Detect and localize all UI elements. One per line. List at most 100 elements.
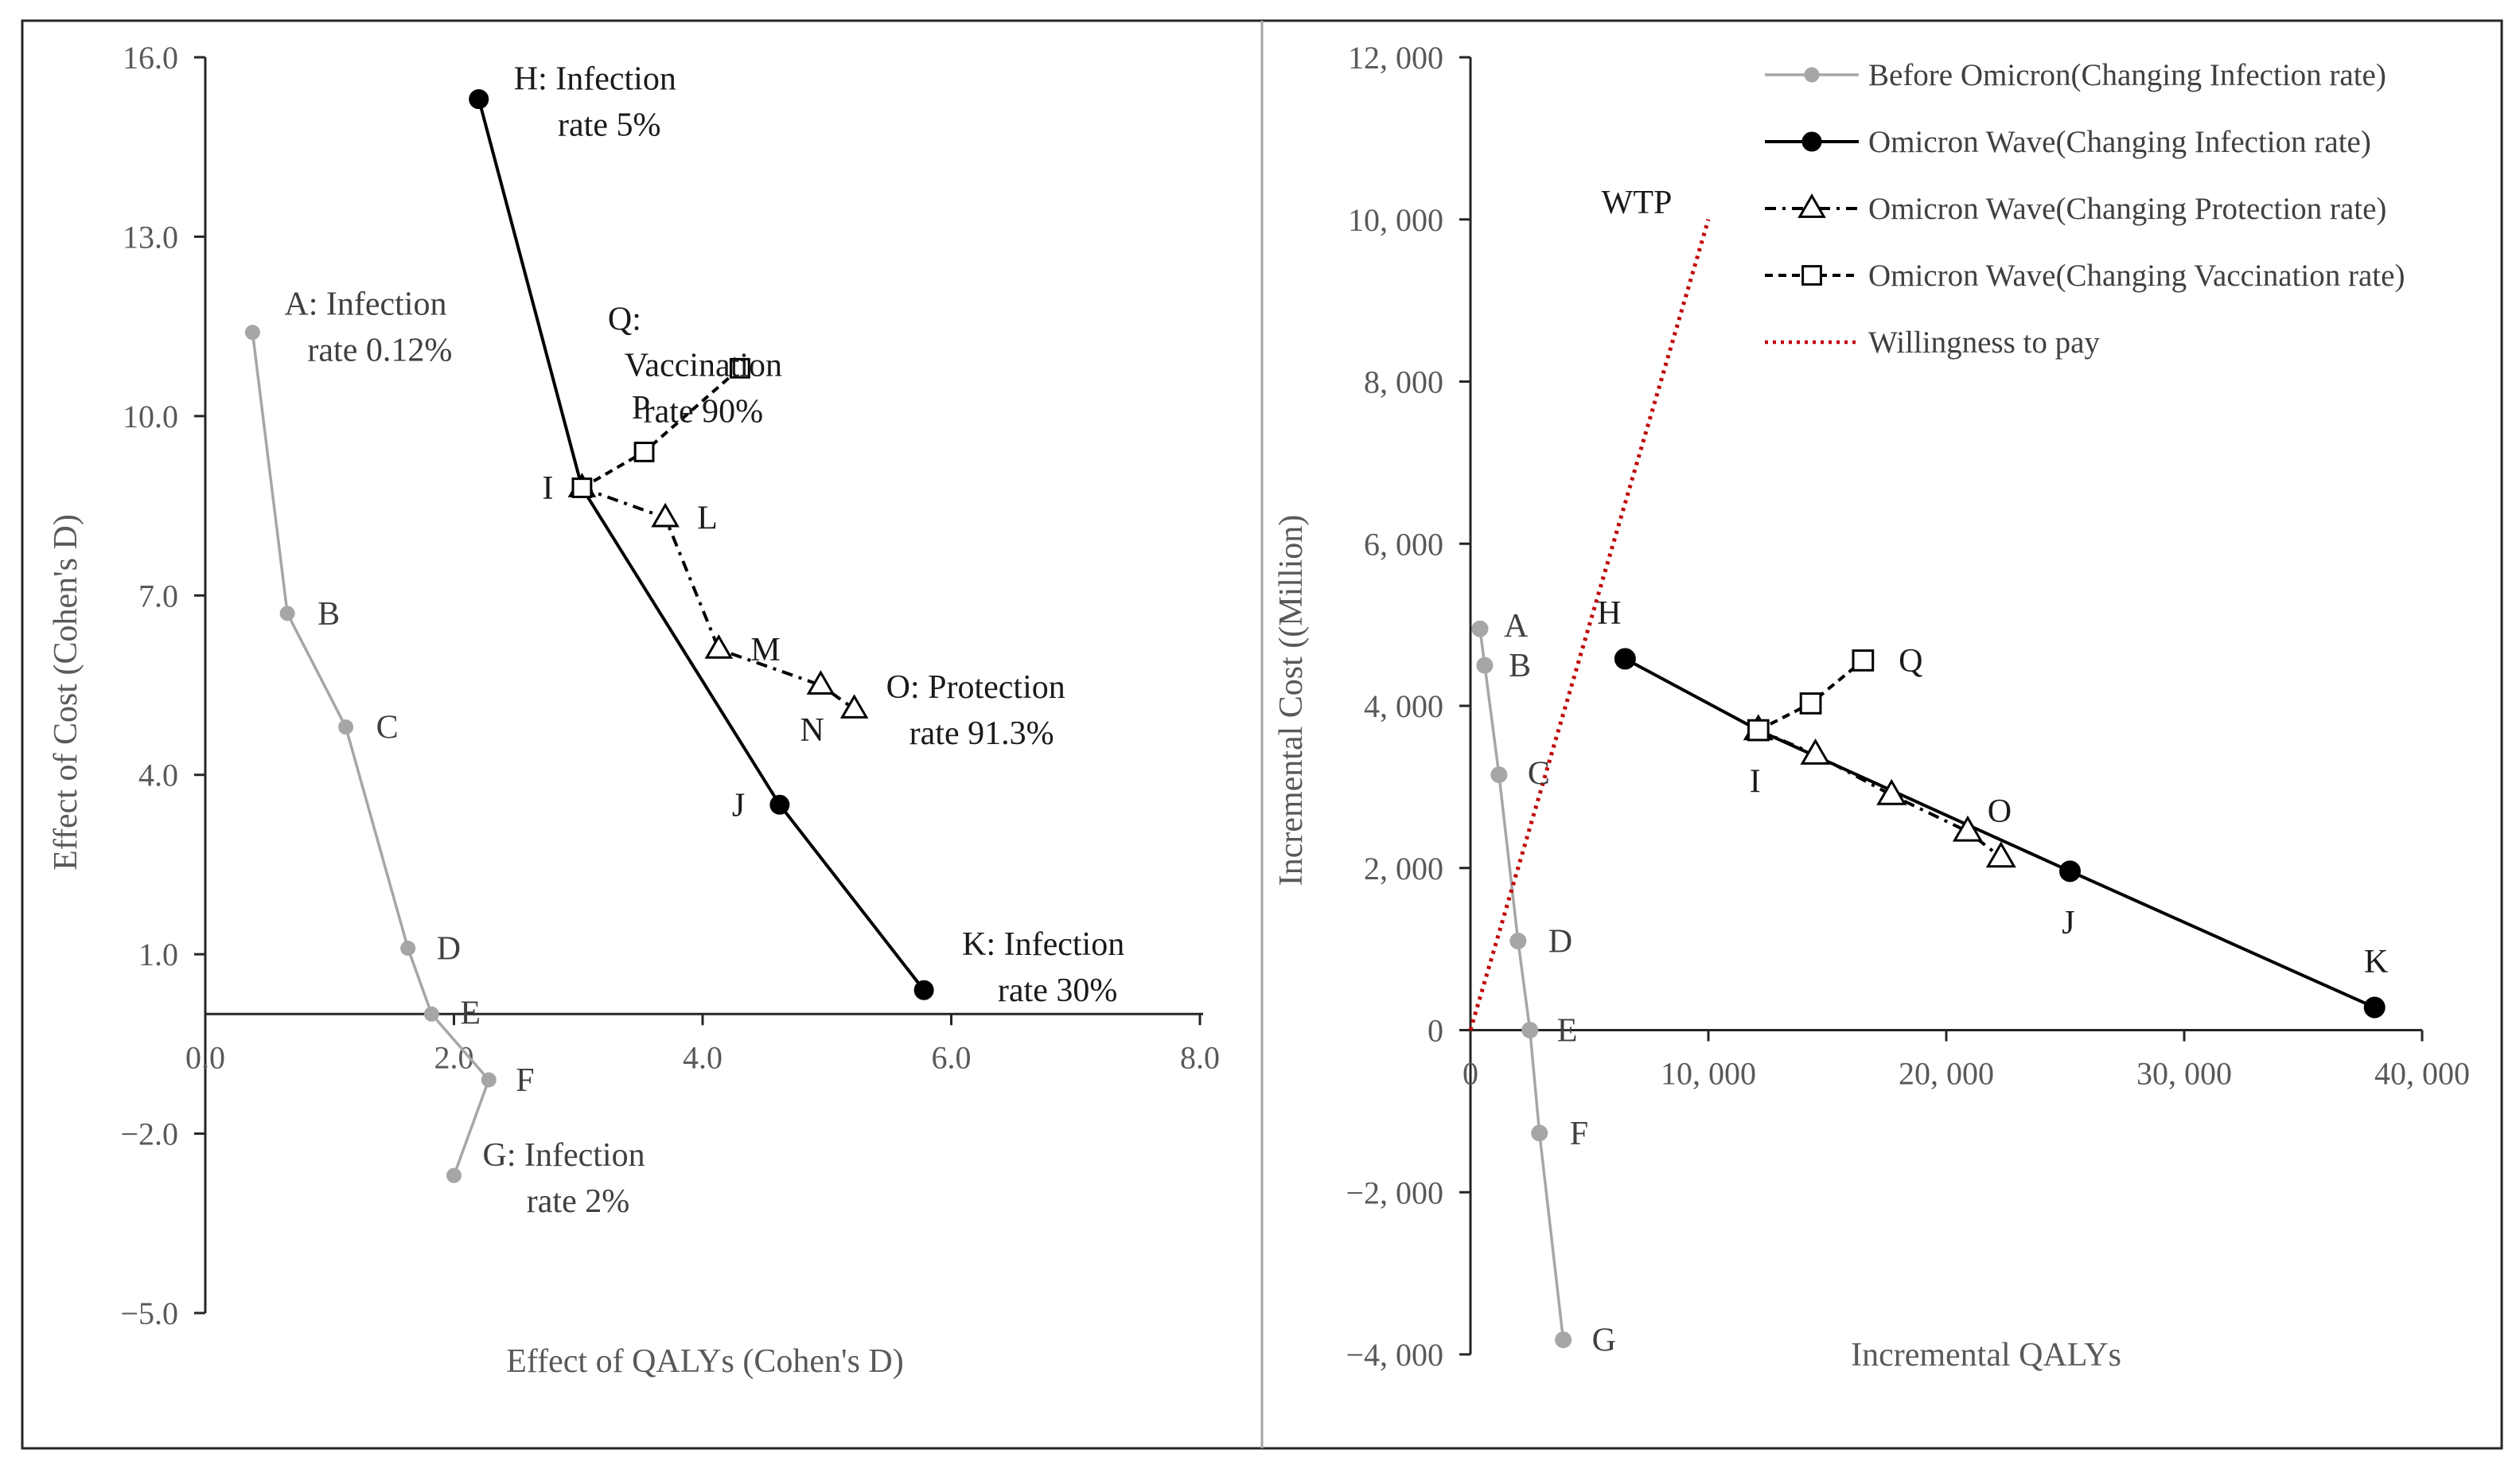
series-line-willingness-to-pay: [1468, 219, 1711, 1031]
left-x-tick-label: 8.0: [1180, 1039, 1220, 1075]
marker-before-omicron-changing-infection-rate-g: [1555, 1331, 1572, 1349]
marker-before-omicron-changing-infection-rate-b: [279, 606, 295, 622]
right-y-axis-title: Incremental Cost ((Million): [1273, 515, 1310, 886]
point-label-b: B: [1509, 648, 1531, 684]
left-y-axis-title: Effect of Cost (Cohen's D): [48, 514, 84, 871]
marker-omicron-wave-changing-infection-rate-h: [1614, 648, 1636, 670]
marker-omicron-wave-changing-protection-rate-o: [839, 694, 869, 719]
point-label-q: Q: Vaccination rate 90%: [608, 302, 782, 431]
right-x-tick-label: 20, 000: [1899, 1056, 1994, 1092]
right-x-tick-label: 40, 000: [2374, 1056, 2470, 1092]
legend-swatch-marker-before-omicron-changing-infection-rate: [1804, 67, 1820, 83]
series-line-omicron-wave-changing-infection-rate: [1624, 657, 2376, 1009]
point-label-c: C: [376, 710, 399, 746]
right-y-tick-label: 0: [1427, 1013, 1443, 1049]
marker-omicron-wave-changing-vaccination-rate-q: [729, 357, 750, 379]
point-label-a: A: [1504, 608, 1529, 645]
left-y-tick-label: 10.0: [123, 399, 178, 434]
legend: Before Omicron(Changing Infection rate) O…: [1765, 58, 2405, 360]
marker-omicron-wave-changing-protection-rate-pt: [1985, 841, 2016, 868]
left-y-tick-label: 16.0: [123, 40, 178, 76]
right-chart: 12, 000 10, 000 8, 000 6, 000 4, 000 2, 000 0 −…: [1273, 40, 2470, 1374]
legend-entry-omicron-wave-changing-infection-rate: Omicron Wave(Changing Infection rate): [1868, 125, 2371, 159]
point-label-g: G: [1592, 1323, 1616, 1359]
left-x-tick-label: 2.0: [434, 1039, 474, 1075]
right-y-tick-label: 2, 000: [1364, 851, 1443, 886]
left-y-tick-label: 1.0: [138, 937, 178, 972]
marker-before-omicron-changing-infection-rate-a: [244, 325, 260, 341]
marker-omicron-wave-changing-infection-rate-k: [2363, 996, 2386, 1019]
marker-omicron-wave-changing-protection-rate-pt: [1876, 778, 1907, 805]
legend-entry-omicron-wave-changing-protection-rate: Omicron Wave(Changing Protection rate): [1868, 192, 2386, 226]
right-y-tick-label: 10, 000: [1348, 202, 1443, 238]
left-x-axis-title: Effect of QALYs (Cohen's D): [506, 1343, 903, 1380]
point-label-n: N: [800, 712, 824, 749]
marker-before-omicron-changing-infection-rate-b: [1476, 657, 1494, 674]
marker-before-omicron-changing-infection-rate-c: [338, 719, 354, 735]
point-label-i: I: [542, 470, 553, 507]
point-label-p: P: [632, 390, 650, 427]
point-label-f: F: [516, 1062, 534, 1099]
point-label-q: Q: [1899, 643, 1922, 680]
left-x-tick-label: 4.0: [683, 1039, 723, 1075]
point-label-h: H: Infection rate 5%: [514, 61, 676, 144]
right-x-tick-label: 10, 000: [1661, 1056, 1756, 1092]
left-y-tick-label: −2.0: [120, 1116, 178, 1152]
legend-entry-omicron-wave-changing-vaccination-rate: Omicron Wave(Changing Vaccination rate): [1868, 259, 2405, 293]
point-label-i: I: [1750, 764, 1761, 801]
point-label-h: H: [1597, 595, 1621, 632]
marker-omicron-wave-changing-protection-rate-n: [806, 670, 835, 695]
marker-omicron-wave-changing-protection-rate-m: [704, 634, 734, 659]
left-y-tick-label: 7.0: [138, 578, 178, 614]
right-y-tick-label: 4, 000: [1364, 688, 1443, 724]
point-label-e: E: [1557, 1013, 1578, 1050]
marker-before-omicron-changing-infection-rate-d: [1509, 932, 1527, 949]
series-line-omicron-wave-changing-infection-rate: [477, 99, 925, 992]
point-label-m: M: [750, 632, 780, 668]
point-label-b: B: [317, 596, 340, 633]
marker-omicron-wave-changing-infection-rate-j: [2058, 860, 2081, 883]
marker-omicron-wave-changing-vaccination-rate-p: [633, 442, 655, 462]
legend-swatch-marker-omicron-wave-changing-protection-rate: [1797, 193, 1826, 218]
marker-omicron-wave-changing-protection-rate-pt: [1800, 738, 1831, 765]
left-y-tick-label: −5.0: [120, 1296, 178, 1331]
marker-omicron-wave-changing-vaccination-rate-q: [1852, 649, 1875, 672]
marker-before-omicron-changing-infection-rate-g: [446, 1167, 462, 1183]
left-chart: 16.0 13.0 10.0 7.0 4.0 1.0 −2.0 −5.0 0.0 2.0 4.0 6…: [48, 40, 1220, 1380]
left-x-tick-label: 0.0: [185, 1039, 225, 1075]
left-x-tick-label: 6.0: [932, 1039, 972, 1075]
right-x-tick-label: 30, 000: [2136, 1056, 2232, 1092]
right-y-tick-label: 12, 000: [1348, 40, 1443, 76]
point-label-j: J: [732, 787, 745, 824]
marker-before-omicron-changing-infection-rate-e: [423, 1006, 439, 1022]
legend-entry-before-omicron-changing-infection-rate: Before Omicron(Changing Infection rate): [1868, 58, 2386, 92]
marker-omicron-wave-changing-vaccination-rate-i: [571, 477, 593, 498]
right-y-tick-label: −4, 000: [1346, 1337, 1443, 1373]
point-label-l: L: [697, 501, 718, 537]
point-label-o: O: Protection rate 91.3%: [886, 669, 1065, 752]
left-y-tick-label: 13.0: [123, 219, 178, 255]
marker-omicron-wave-changing-vaccination-rate-pt: [1799, 692, 1822, 715]
right-y-tick-label: −2, 000: [1346, 1175, 1443, 1210]
point-label-o: O: [1988, 793, 2012, 830]
point-label-f: F: [1570, 1116, 1588, 1152]
point-label-k: K: [2364, 944, 2388, 980]
marker-omicron-wave-changing-protection-rate-o: [1952, 815, 1983, 842]
point-label-c: C: [1528, 756, 1550, 793]
point-label-wtp: WTP: [1602, 185, 1673, 221]
marker-omicron-wave-changing-protection-rate-l: [651, 502, 680, 528]
marker-before-omicron-changing-infection-rate-e: [1521, 1022, 1539, 1038]
marker-omicron-wave-changing-infection-rate-j: [769, 794, 790, 815]
point-label-d: D: [1548, 923, 1572, 960]
point-label-e: E: [460, 995, 481, 1031]
right-y-tick-label: 8, 000: [1364, 364, 1443, 400]
marker-before-omicron-changing-infection-rate-f: [481, 1072, 497, 1088]
marker-before-omicron-changing-infection-rate-c: [1490, 766, 1508, 784]
point-label-a: A: Infection rate 0.12%: [284, 286, 452, 369]
right-x-axis-title: Incremental QALYs: [1851, 1337, 2121, 1374]
point-label-g: G: Infection rate 2%: [483, 1137, 645, 1220]
legend-entry-willingness-to-pay: Willingness to pay: [1868, 325, 2100, 360]
marker-before-omicron-changing-infection-rate-a: [1471, 620, 1489, 637]
legend-swatch-marker-omicron-wave-changing-infection-rate: [1801, 131, 1822, 152]
